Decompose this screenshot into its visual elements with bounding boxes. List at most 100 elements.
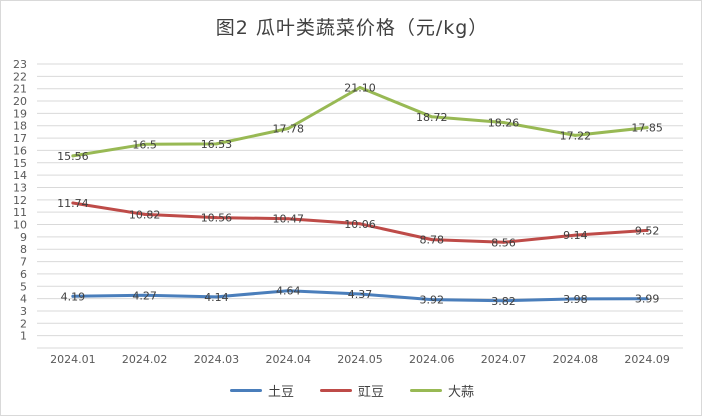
data-point <box>573 133 577 137</box>
y-tick-label: 16 <box>13 144 27 157</box>
data-label: 18.26 <box>488 117 520 130</box>
x-tick-label: 2024.06 <box>409 353 455 366</box>
data-label: 10.82 <box>129 208 161 221</box>
data-label: 11.74 <box>57 197 89 210</box>
y-tick-label: 3 <box>20 305 27 318</box>
data-point <box>502 240 506 244</box>
y-tick-label: 12 <box>13 194 27 207</box>
data-point <box>573 297 577 301</box>
legend-swatch-dasuan <box>410 389 442 392</box>
x-tick-label: 2024.04 <box>265 353 311 366</box>
x-tick-label: 2024.02 <box>122 353 168 366</box>
data-point <box>358 292 362 296</box>
data-label: 3.82 <box>491 295 516 308</box>
legend-item-tudou: 土豆 <box>229 381 294 400</box>
x-tick-label: 2024.03 <box>194 353 240 366</box>
data-label: 9.14 <box>563 229 588 242</box>
data-point <box>645 297 649 301</box>
data-point <box>71 201 75 205</box>
y-tick-label: 22 <box>13 70 27 83</box>
y-tick-label: 7 <box>20 256 27 269</box>
data-point <box>286 126 290 130</box>
y-tick-label: 13 <box>13 181 27 194</box>
y-tick-label: 4 <box>20 293 27 306</box>
data-label: 3.92 <box>420 294 445 307</box>
y-tick-label: 8 <box>20 243 27 256</box>
series-line-2 <box>71 86 649 158</box>
data-point <box>214 142 218 146</box>
chart-title: 图2 瓜叶类蔬菜价格（元/kg） <box>215 17 489 39</box>
data-label: 17.78 <box>272 122 304 135</box>
data-point <box>358 222 362 226</box>
data-point <box>430 298 434 302</box>
data-label: 4.19 <box>61 290 86 303</box>
data-point <box>214 216 218 220</box>
y-tick-label: 9 <box>20 231 27 244</box>
data-label: 3.99 <box>635 293 660 306</box>
y-tick-label: 15 <box>13 157 27 170</box>
legend-label-jiangdou: 豇豆 <box>357 385 384 400</box>
data-point <box>502 299 506 303</box>
data-point <box>645 126 649 130</box>
data-label: 10.56 <box>201 212 233 225</box>
data-label: 4.37 <box>348 288 373 301</box>
data-point <box>573 233 577 237</box>
data-point <box>645 228 649 232</box>
legend-item-dasuan: 大蒜 <box>410 381 474 400</box>
data-point <box>286 289 290 293</box>
data-label: 8.78 <box>420 234 445 247</box>
x-tick-label: 2024.09 <box>624 353 670 366</box>
data-point <box>214 295 218 299</box>
data-point <box>71 294 75 298</box>
data-label: 3.98 <box>563 293 588 306</box>
data-label: 4.64 <box>276 285 301 298</box>
data-point <box>143 212 147 216</box>
y-tick-label: 2 <box>20 317 27 330</box>
data-point <box>430 238 434 242</box>
data-label: 16.53 <box>201 138 233 151</box>
x-tick-label: 2024.01 <box>50 353 96 366</box>
x-tick-label: 2024.05 <box>337 353 383 366</box>
legend-item-jiangdou: 豇豆 <box>319 381 384 400</box>
data-point <box>71 154 75 158</box>
data-label: 21.10 <box>344 81 376 94</box>
data-point <box>286 217 290 221</box>
y-tick-label: 19 <box>13 107 27 120</box>
data-label: 18.72 <box>416 111 448 124</box>
y-tick-label: 5 <box>20 280 27 293</box>
data-label: 16.5 <box>132 138 157 151</box>
data-point <box>143 293 147 297</box>
x-tick-label: 2024.08 <box>553 353 599 366</box>
data-label: 10.06 <box>344 218 376 231</box>
y-tick-label: 20 <box>13 95 27 108</box>
legend: 土豆 豇豆 大蒜 <box>1 381 702 400</box>
legend-label-tudou: 土豆 <box>267 385 294 400</box>
y-tick-label: 18 <box>13 120 27 133</box>
data-label: 9.52 <box>635 224 660 237</box>
y-tick-label: 6 <box>20 268 27 281</box>
y-tick-label: 10 <box>13 219 27 232</box>
y-tick-label: 23 <box>13 58 27 71</box>
y-tick-label: 17 <box>13 132 27 145</box>
data-point <box>143 142 147 146</box>
data-label: 4.14 <box>204 291 229 304</box>
legend-swatch-jiangdou <box>319 389 352 392</box>
data-label: 17.85 <box>631 122 663 135</box>
data-point <box>430 115 434 119</box>
legend-label-dasuan: 大蒜 <box>448 385 475 400</box>
y-tick-label: 11 <box>13 206 27 219</box>
y-tick-label: 21 <box>13 83 27 96</box>
x-tick-label: 2024.07 <box>481 353 527 366</box>
data-label: 17.22 <box>560 129 592 142</box>
y-tick-label: 1 <box>20 330 27 343</box>
data-label: 4.27 <box>132 289 157 302</box>
legend-swatch-tudou <box>229 389 262 392</box>
data-point <box>358 85 362 89</box>
data-point <box>502 121 506 125</box>
y-tick-label: 14 <box>13 169 27 182</box>
data-label: 10.47 <box>272 213 304 226</box>
data-label: 15.56 <box>57 150 89 163</box>
data-label: 8.56 <box>491 236 516 249</box>
